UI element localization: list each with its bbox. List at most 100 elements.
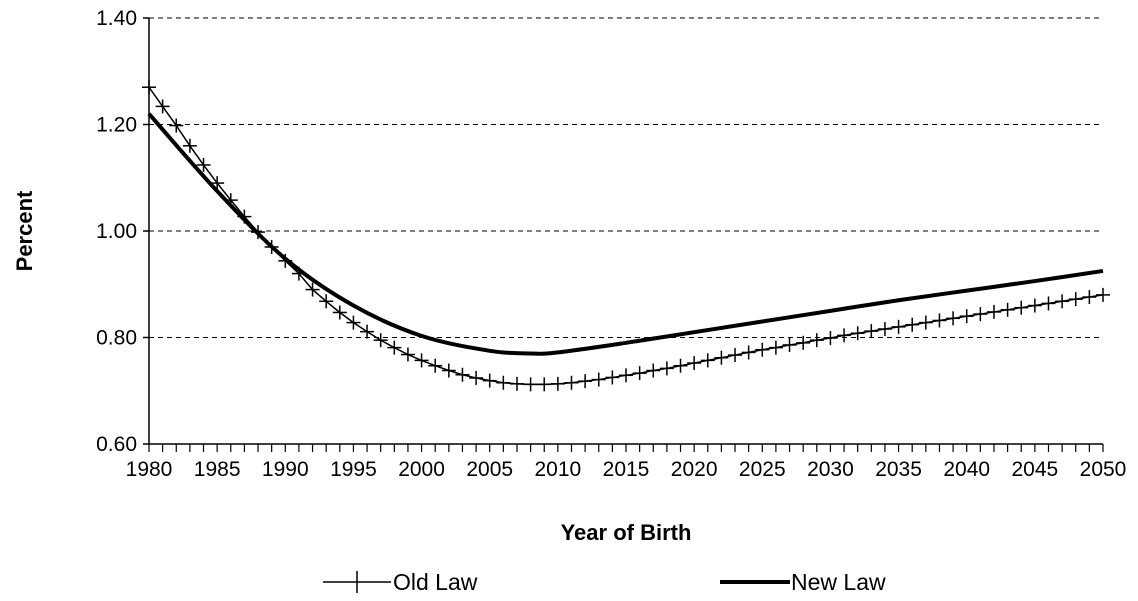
old-law-point: [210, 176, 225, 191]
old-law-point: [946, 311, 961, 326]
old-law-point: [1082, 290, 1097, 305]
old-law-point: [918, 315, 933, 330]
legend: Old Law New Law: [323, 569, 886, 595]
old-law-point: [509, 376, 524, 391]
old-law-point: [251, 225, 266, 240]
old-law-point: [700, 353, 715, 368]
x-axis-title: Year of Birth: [561, 520, 692, 545]
old-law-point: [877, 321, 892, 336]
old-law-point: [741, 345, 756, 360]
x-axis-ticks: 1980 1985 1990 1995 2000 2005 2010 2015 2020 2025…: [126, 444, 1127, 481]
old-law-point: [469, 370, 484, 385]
x-tick-label: 2045: [1011, 458, 1058, 481]
y-tick-label: 1.40: [96, 7, 137, 30]
old-law-point: [482, 373, 497, 388]
legend-label-old-law: Old Law: [393, 569, 478, 595]
old-law-point: [1027, 298, 1042, 313]
x-tick-label: 2040: [943, 458, 990, 481]
old-law-point: [619, 368, 633, 383]
old-law-point: [905, 317, 920, 332]
old-law-point: [496, 375, 511, 390]
old-law-point: [673, 358, 688, 373]
old-law-point: [687, 356, 702, 371]
old-law-point: [837, 328, 852, 343]
x-tick-label: 2050: [1080, 458, 1127, 481]
old-law-point: [632, 366, 647, 381]
old-law-point: [932, 313, 947, 328]
old-law-point: [305, 282, 320, 297]
x-tick-label: 2035: [875, 458, 922, 481]
old-law-point: [400, 347, 415, 362]
old-law-point: [182, 138, 197, 153]
y-tick-label: 1.00: [96, 220, 137, 243]
old-law-point: [659, 361, 674, 376]
x-tick-label: 2030: [807, 458, 854, 481]
old-law-point: [291, 266, 306, 281]
old-law-point: [1068, 292, 1083, 307]
x-tick-label: 1995: [330, 458, 377, 481]
x-tick-label: 1990: [262, 458, 309, 481]
old-law-point: [1096, 287, 1110, 302]
old-law-point: [646, 363, 661, 378]
old-law-point: [755, 342, 770, 357]
old-law-point: [564, 375, 579, 390]
x-tick-label: 2010: [534, 458, 581, 481]
x-tick-label: 2020: [671, 458, 718, 481]
y-tick-label: 0.80: [96, 327, 137, 350]
old-law-point: [823, 331, 838, 346]
x-tick-label: 1985: [194, 458, 241, 481]
old-law-point: [1014, 300, 1029, 315]
x-tick-label: 2025: [739, 458, 786, 481]
x-tick-label: 1980: [126, 458, 173, 481]
old-law-point: [728, 348, 743, 363]
x-tick-label: 2005: [466, 458, 513, 481]
old-law-point: [973, 307, 988, 322]
old-law-point: [782, 337, 797, 352]
old-law-point: [891, 319, 906, 334]
old-law-point: [278, 253, 293, 268]
old-law-point: [850, 326, 865, 341]
old-law-point: [1055, 294, 1070, 309]
old-law-point: [959, 309, 974, 324]
old-law-point: [809, 333, 824, 348]
old-law-point: [169, 118, 184, 133]
old-law-point: [360, 324, 375, 339]
series-line-new-law: [147, 112, 1104, 356]
old-law-point: [387, 340, 402, 355]
gridlines: [149, 17, 1103, 338]
old-law-point: [196, 157, 211, 172]
old-law-point: [1000, 302, 1015, 317]
old-law-point: [986, 304, 1001, 319]
old-law-point: [223, 193, 238, 208]
legend-item-new-law: New Law: [720, 569, 886, 595]
old-law-point: [264, 239, 279, 254]
y-axis-ticks: 0.60 0.80 1.00 1.20 1.40: [96, 7, 149, 456]
old-law-point: [319, 294, 334, 309]
old-law-point: [605, 370, 620, 385]
x-tick-label: 2000: [398, 458, 445, 481]
old-law-point: [591, 372, 606, 387]
old-law-point: [428, 358, 443, 373]
legend-label-new-law: New Law: [791, 569, 886, 595]
x-tick-label: 2015: [603, 458, 650, 481]
legend-item-old-law: Old Law: [323, 569, 478, 595]
old-law-point: [523, 377, 538, 392]
old-law-point: [373, 333, 388, 348]
old-law-point: [578, 374, 593, 389]
old-law-point: [455, 367, 470, 382]
old-law-point: [550, 376, 565, 391]
old-law-point: [768, 340, 783, 355]
series-line-old-law: [148, 86, 1104, 386]
y-axis-title: Percent: [12, 190, 37, 271]
old-law-point: [441, 363, 456, 378]
series-layer: [142, 80, 1110, 392]
old-law-point: [1041, 296, 1056, 311]
old-law-point: [537, 377, 552, 392]
y-tick-label: 1.20: [96, 114, 137, 137]
y-tick-label: 0.60: [96, 433, 137, 456]
old-law-point: [414, 353, 429, 368]
old-law-point: [346, 315, 361, 330]
old-law-point: [332, 305, 347, 320]
old-law-point: [714, 350, 729, 365]
